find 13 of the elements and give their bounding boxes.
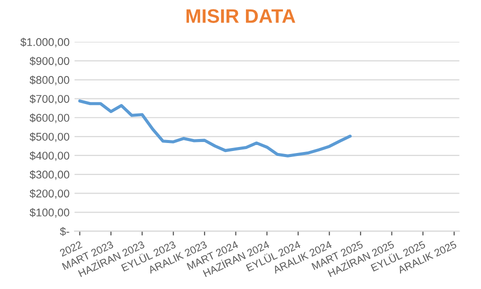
y-tick-label: $400,00	[30, 151, 70, 161]
y-tick-label: $100,00	[30, 208, 70, 218]
y-tick-label: $900,00	[30, 56, 70, 66]
y-tick-label: $200,00	[30, 189, 70, 199]
y-tick-label: $-	[60, 227, 70, 236]
y-tick-label: $300,00	[30, 170, 70, 180]
y-tick-label: $700,00	[30, 94, 70, 104]
y-tick-label: $800,00	[30, 76, 70, 86]
chart-title: MISIR DATA	[186, 9, 296, 23]
y-tick-label: $500,00	[30, 132, 70, 142]
y-tick-label: $1.000,00	[20, 38, 70, 48]
y-tick-label: $600,00	[30, 113, 70, 124]
line-series	[78, 99, 352, 158]
